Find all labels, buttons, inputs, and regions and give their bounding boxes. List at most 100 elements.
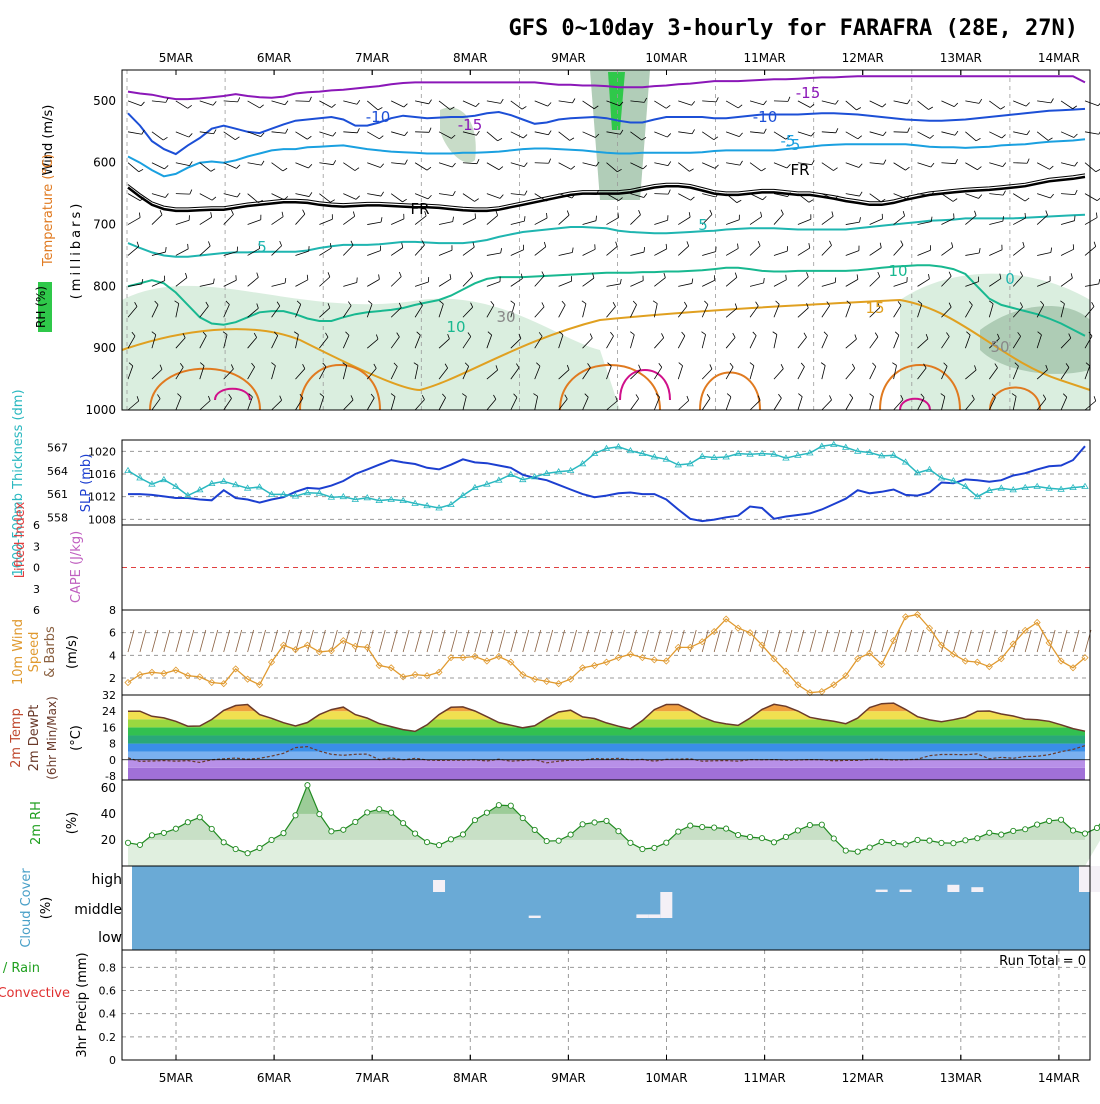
wind-barb <box>200 194 212 201</box>
wind10m-barb <box>212 630 218 652</box>
wind-barb-flag <box>702 332 706 335</box>
wind-barb <box>1037 194 1050 198</box>
wind-barb <box>559 101 573 103</box>
wind10m-barb <box>164 630 170 652</box>
wind-barb <box>846 368 855 379</box>
wind-barb <box>846 304 851 317</box>
wind-barb-flag <box>977 167 981 170</box>
wind-barb-flag <box>471 272 473 277</box>
wind-barb <box>1037 253 1051 256</box>
wind10m-barb <box>607 630 613 652</box>
rh2m-point <box>951 841 956 846</box>
wind-barb-flag <box>735 273 737 278</box>
wind-barb-flag <box>979 195 982 199</box>
rh2m-point <box>125 840 130 845</box>
wind-barb <box>726 132 739 137</box>
wind-barb-flag <box>524 216 525 221</box>
wind-barb <box>822 216 833 224</box>
wind-barb <box>846 222 860 224</box>
wind-barb <box>726 101 738 108</box>
rh2m-point <box>1023 827 1028 832</box>
wind-barb <box>774 251 787 255</box>
wind-barb <box>726 248 738 255</box>
wind10m-barb <box>379 630 385 652</box>
rh2m-point <box>293 813 298 818</box>
rh2m-point <box>891 840 896 845</box>
wind-barb-flag <box>379 136 383 139</box>
wind-barb-flag <box>753 332 756 336</box>
date-top-13MAR: 13MAR <box>940 51 982 65</box>
wind-barb <box>822 306 830 318</box>
wind-barb-flag <box>188 244 189 249</box>
rh2m-point <box>424 840 429 845</box>
thick-tick-561: 561 <box>47 488 68 501</box>
temp-band <box>128 727 1085 735</box>
wind-barb-flag <box>668 190 670 195</box>
wind-barb-flag <box>875 333 878 337</box>
wind-barb-flag <box>571 166 575 169</box>
wind10m-barb <box>1037 630 1043 652</box>
wind-barb <box>176 132 189 137</box>
wind-barb-flag <box>1025 198 1029 201</box>
rh2m-point <box>544 839 549 844</box>
wind-barb <box>583 221 596 225</box>
wind-barb-flag <box>653 301 657 304</box>
rh2m-point <box>472 818 477 823</box>
wind-barb-flag <box>870 394 874 397</box>
wind-label-2: Speed <box>27 632 42 673</box>
wind-barb-flag <box>1073 106 1077 109</box>
date-bottom-10MAR: 10MAR <box>645 1071 687 1085</box>
wind-barb <box>535 247 546 256</box>
wind-barb <box>511 221 525 224</box>
wind10m-barb <box>774 630 780 652</box>
wind-barb <box>846 163 859 168</box>
li-tick-6: 6 <box>33 519 40 532</box>
wind-barb-flag <box>758 241 760 246</box>
precip-label-unit: 3hr Precip (mm) <box>75 952 90 1057</box>
wind10m-barb <box>499 630 505 652</box>
wind-barb-flag <box>524 163 527 167</box>
wind10m-barb <box>188 630 194 652</box>
rh2m-point <box>592 820 597 825</box>
wind-barb-flag <box>332 104 336 107</box>
wind-barb-flag <box>666 244 667 249</box>
wind-barb <box>678 336 685 348</box>
rh2m-point <box>580 822 585 827</box>
wind-barb-flag <box>562 301 565 305</box>
wind-barb <box>918 279 930 286</box>
wind-barb-flag <box>235 137 239 140</box>
wind-barb <box>894 305 901 317</box>
temp-label-1: 2m Temp <box>9 708 24 768</box>
rh-tick-60: 60 <box>101 781 116 795</box>
wind-barb <box>750 366 754 379</box>
wind-barb <box>343 283 356 287</box>
rh2m-point <box>628 840 633 845</box>
wind-barb <box>559 253 573 256</box>
wind-barb <box>224 101 238 102</box>
wind-barb <box>774 398 781 410</box>
wind-barb <box>798 219 811 224</box>
wind-barb <box>1061 163 1075 166</box>
temp-band <box>128 760 1085 768</box>
wind-barb <box>870 101 883 107</box>
wind-barb <box>870 219 883 225</box>
wind-barb <box>511 163 524 167</box>
wind10m-barb <box>846 630 852 652</box>
wind-barb <box>822 366 825 380</box>
rh2m-point <box>927 838 932 843</box>
wind-barb-flag <box>892 363 896 366</box>
wind10m-barb <box>260 630 266 652</box>
rh2m-point <box>161 830 166 835</box>
rh-area <box>128 785 1100 866</box>
wind-barb <box>248 163 262 165</box>
rh2m-point <box>448 837 453 842</box>
wind-barb <box>678 217 690 224</box>
wind-barb <box>941 101 954 107</box>
wind-barb-flag <box>858 136 862 139</box>
wind-barb-flag <box>238 97 240 102</box>
precip-tick-0: 0 <box>109 1054 116 1067</box>
wind-barb <box>439 101 450 110</box>
rh2m-point <box>759 836 764 841</box>
wind10m-barb <box>439 630 445 652</box>
wind-barb <box>965 194 978 199</box>
